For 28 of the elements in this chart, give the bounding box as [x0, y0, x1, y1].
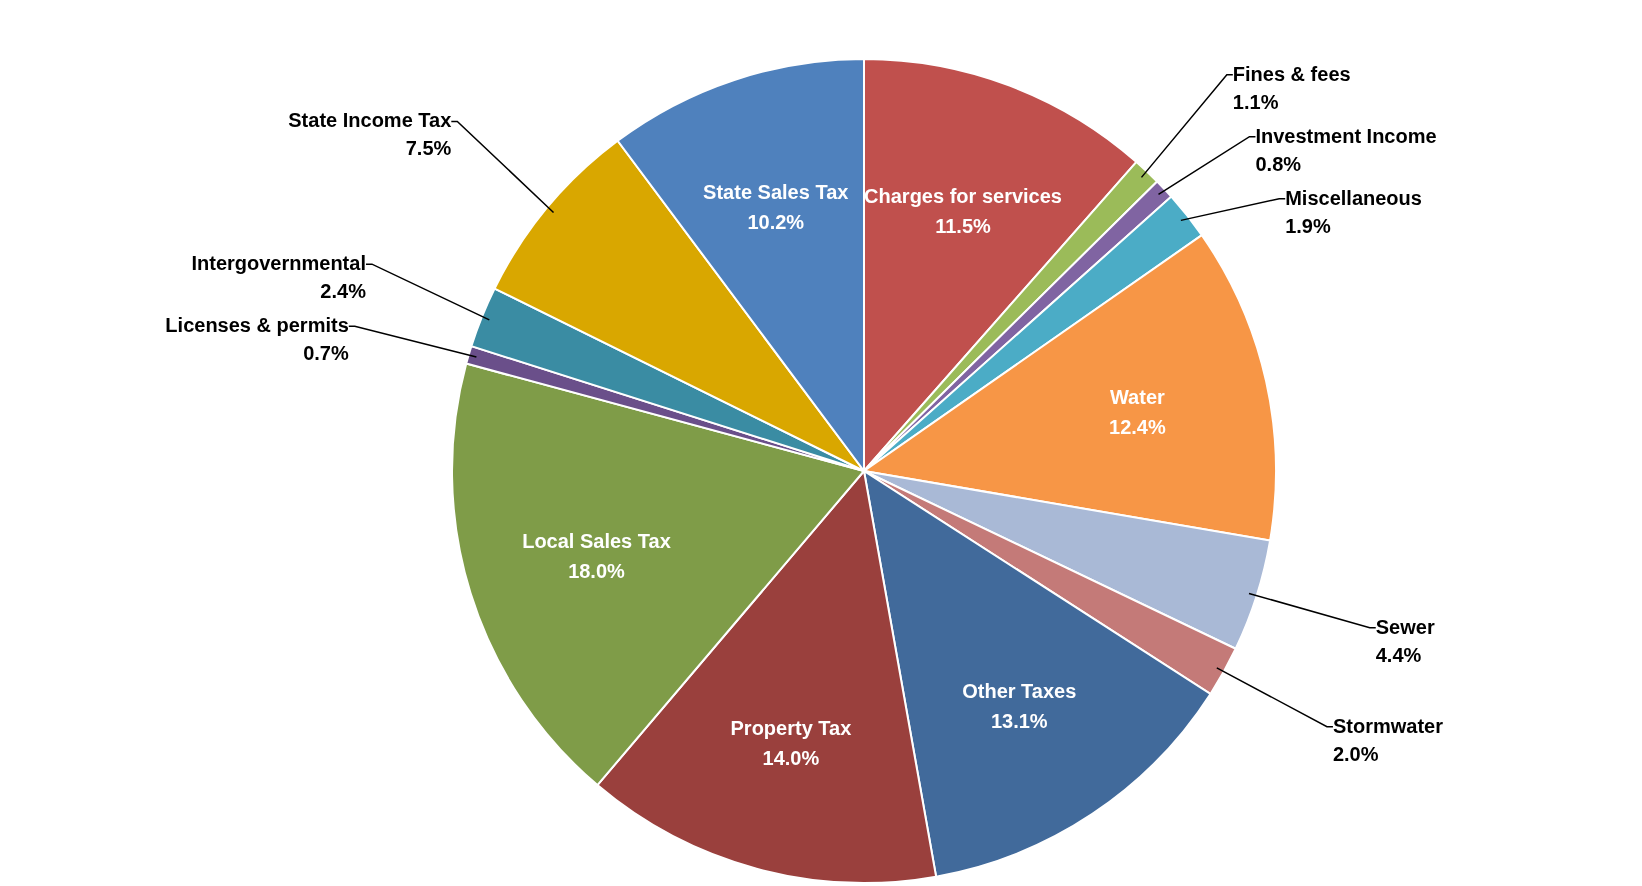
- data-label: 4.4%: [1375, 643, 1422, 666]
- data-label: 2.0%: [1332, 742, 1379, 765]
- data-label: 13.1%: [990, 710, 1048, 733]
- slice-label: Stormwater: [1332, 714, 1444, 737]
- data-label: 14.0%: [762, 747, 820, 770]
- data-label: 0.8%: [1255, 152, 1302, 175]
- data-label: 10.2%: [747, 211, 805, 234]
- slice-label: Miscellaneous: [1285, 186, 1422, 209]
- slice-label: Licenses & permits: [165, 314, 349, 337]
- slice-label: State Income Tax: [288, 109, 452, 132]
- data-label: 11.5%: [935, 214, 992, 237]
- slice-label: Other Taxes: [962, 680, 1077, 703]
- data-label: 2.4%: [320, 280, 367, 303]
- slice-label: Local Sales Tax: [522, 530, 671, 553]
- slice-label: Property Tax: [730, 717, 852, 740]
- slice-label: Fines & fees: [1232, 62, 1351, 85]
- slice-label: Water: [1110, 385, 1166, 408]
- data-label: 1.1%: [1232, 90, 1279, 113]
- slice-label: Investment Income: [1255, 124, 1437, 147]
- data-label: 7.5%: [405, 137, 452, 160]
- slice-label: Charges for services: [864, 184, 1062, 207]
- data-label: 18.0%: [568, 560, 626, 583]
- slice-label: State Sales Tax: [703, 181, 849, 204]
- data-label: 0.7%: [303, 342, 349, 365]
- data-label: 12.4%: [1109, 415, 1166, 438]
- data-label: 1.9%: [1285, 214, 1331, 237]
- slice-label: Intergovernmental: [191, 252, 366, 275]
- slice-label: Sewer: [1375, 615, 1435, 638]
